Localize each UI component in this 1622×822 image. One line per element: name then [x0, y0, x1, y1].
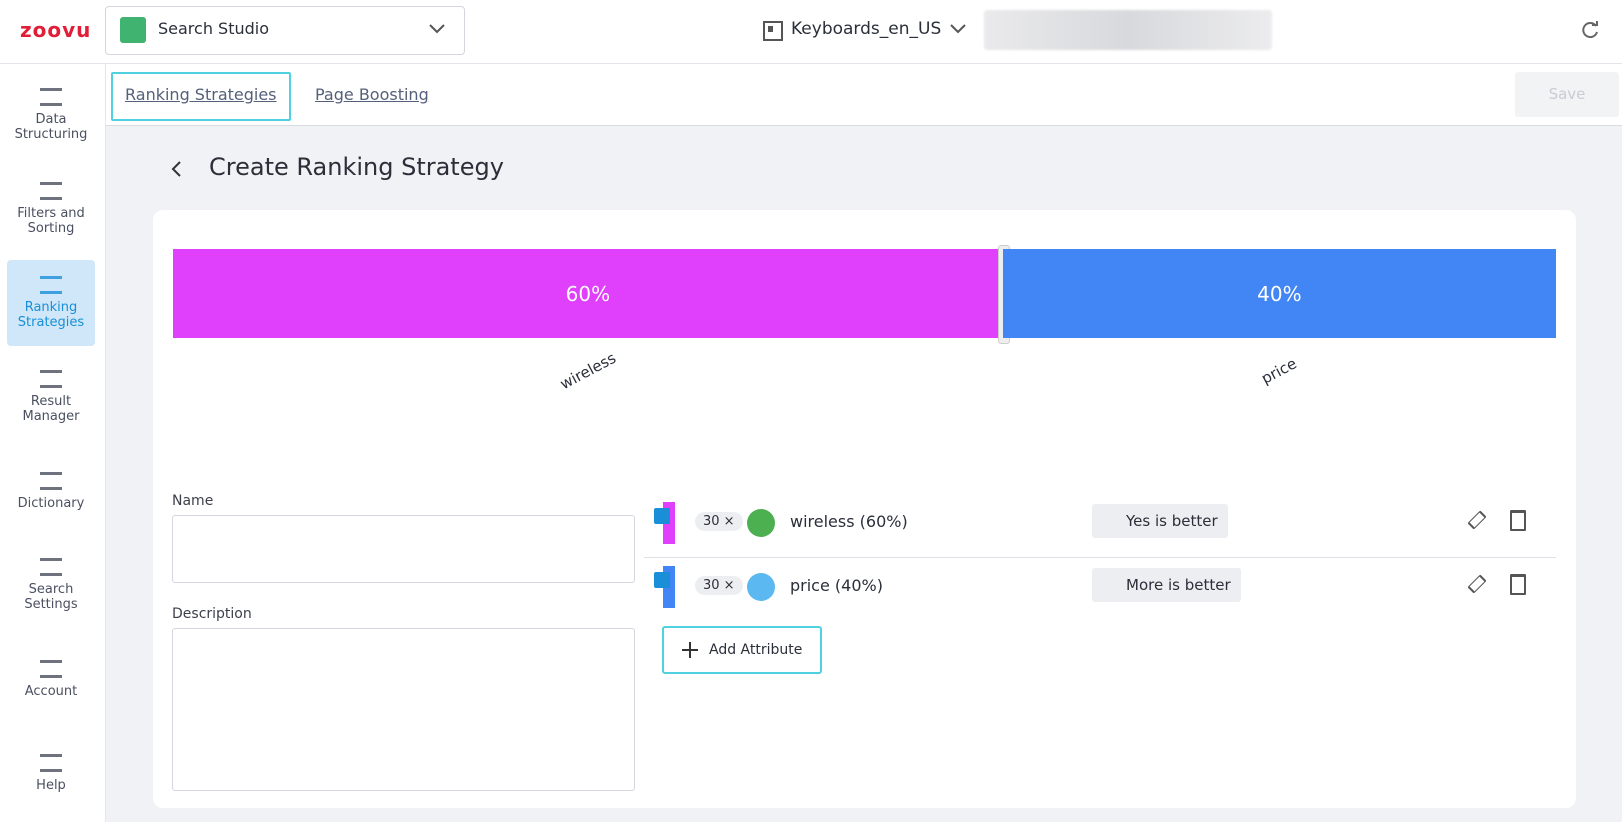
- delete-button[interactable]: [1510, 574, 1526, 595]
- app-dropdown[interactable]: Search Studio: [105, 6, 465, 55]
- sidebar-item[interactable]: Ranking Strategies: [7, 260, 95, 346]
- sidebar-icon: [40, 753, 62, 772]
- sidebar-label: Ranking Strategies: [17, 300, 85, 330]
- description-input[interactable]: [172, 628, 635, 791]
- sidebar-icon: [40, 558, 62, 576]
- multiplier: 30 ×: [695, 576, 743, 595]
- sidebar-label: Account: [24, 683, 78, 699]
- type-icon: [747, 573, 775, 601]
- sidebar-item[interactable]: Search Settings: [7, 542, 95, 628]
- add-attribute-button[interactable]: Add Attribute: [662, 626, 822, 674]
- sidebar-icon: [40, 88, 62, 106]
- project-select[interactable]: Keyboards_en_US: [791, 19, 942, 39]
- tab[interactable]: Page Boosting: [315, 85, 429, 104]
- sidebar-icon: [40, 182, 62, 200]
- tab-bar: Save Ranking Strategies Page Boosting: [106, 64, 1622, 126]
- preference: Yes is better: [1092, 504, 1228, 538]
- sidebar-icon: [40, 276, 62, 294]
- app-name: Search Studio: [158, 19, 270, 38]
- save-button[interactable]: Save: [1515, 72, 1619, 117]
- weight-label: 60%: [565, 281, 611, 306]
- sidebar-label: Filters and Sorting: [17, 206, 85, 236]
- weight-segment: 60%: [173, 249, 1003, 338]
- sidebar: Data Structuring Filters and Sorting Ranki…: [0, 64, 106, 822]
- sidebar-label: Search Settings: [24, 582, 78, 612]
- chevron: [950, 24, 966, 34]
- sidebar-label: Result Manager: [22, 394, 80, 424]
- blurred-field: [984, 10, 1272, 50]
- plus-icon: [682, 642, 698, 658]
- sidebar-item[interactable]: Result Manager: [7, 354, 95, 440]
- refresh-button[interactable]: [1580, 20, 1600, 40]
- delete-button[interactable]: [1510, 510, 1526, 531]
- attribute-name: price (40%): [790, 576, 883, 595]
- save-label: Save: [1548, 85, 1586, 103]
- preference-icon: [654, 572, 670, 588]
- app-icon: [120, 17, 146, 43]
- name-input[interactable]: [172, 515, 635, 583]
- tab[interactable]: Ranking Strategies: [111, 72, 291, 121]
- sidebar-icon: [40, 471, 62, 490]
- project-icon: [763, 21, 783, 41]
- preference: More is better: [1092, 568, 1241, 602]
- type-icon: [747, 509, 775, 537]
- weight-label: 40%: [1257, 281, 1302, 306]
- attribute-name: wireless (60%): [790, 512, 908, 531]
- sidebar-item[interactable]: Account: [7, 636, 95, 722]
- edit-button[interactable]: [1467, 574, 1487, 594]
- weight-segment: 40%: [1002, 249, 1556, 338]
- attribute-row: 30 × wireless (60%) Yes is better: [644, 498, 1556, 548]
- add-attribute-label: Add Attribute: [709, 642, 803, 658]
- back-button[interactable]: [170, 160, 184, 178]
- description-label: Description: [172, 606, 252, 622]
- page-title: Create Ranking Strategy: [209, 153, 504, 181]
- chevron: [429, 24, 445, 34]
- row-separator: [644, 557, 1556, 558]
- sidebar-item[interactable]: Dictionary: [7, 448, 95, 534]
- sidebar-icon: [40, 370, 62, 388]
- logo[interactable]: zoovu: [20, 18, 92, 42]
- attribute-row: 30 × price (40%) More is better: [644, 562, 1556, 612]
- multiplier: 30 ×: [695, 512, 743, 531]
- sidebar-label: Data Structuring: [14, 112, 88, 142]
- sidebar-item[interactable]: Data Structuring: [7, 72, 95, 158]
- top-bar: zoovu Search Studio Keyboards_en_US: [0, 0, 1622, 64]
- sidebar-label: Dictionary: [17, 495, 85, 511]
- sidebar-item[interactable]: Filters and Sorting: [7, 166, 95, 252]
- sidebar-label: Help: [36, 777, 66, 793]
- preference-icon: [654, 508, 670, 524]
- sidebar-icon: [40, 659, 62, 678]
- name-label: Name: [172, 493, 214, 509]
- sidebar-item[interactable]: Help: [7, 730, 95, 816]
- edit-button[interactable]: [1467, 510, 1487, 530]
